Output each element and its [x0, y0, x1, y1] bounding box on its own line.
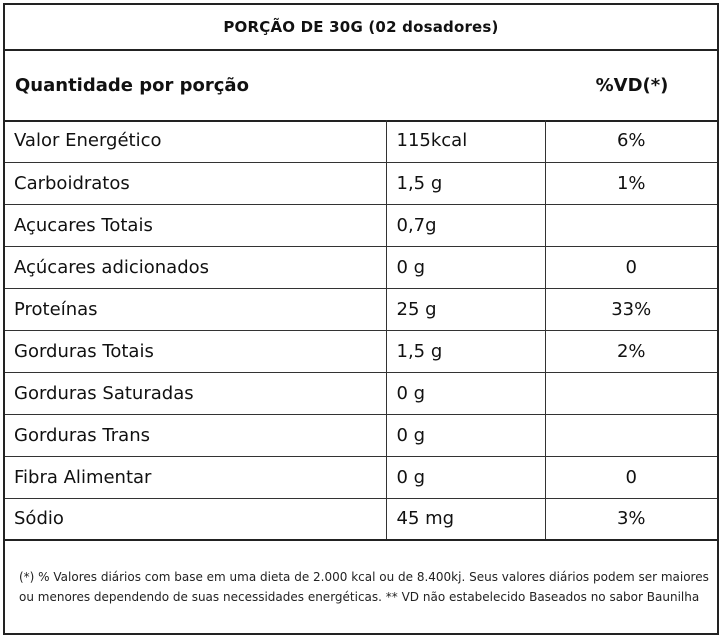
column-header-row: Quantidade por porção %VD(*)	[5, 51, 717, 122]
nutrient-daily-value: 0	[545, 456, 717, 499]
nutrition-facts-table: PORÇÃO DE 30G (02 dosadores) Quantidade …	[3, 3, 719, 635]
nutrient-name: Açúcares adicionados	[5, 246, 387, 289]
nutrient-name: Carboidratos	[5, 162, 387, 205]
daily-value-label: %VD(*)	[595, 75, 669, 96]
nutrient-amount: 0,7g	[386, 204, 546, 247]
table-row: Gorduras Totais 1,5 g 2%	[5, 330, 717, 373]
table-row: Carboidratos 1,5 g 1%	[5, 162, 717, 205]
nutrient-daily-value	[545, 372, 717, 415]
nutrient-name: Gorduras Trans	[5, 414, 387, 457]
nutrient-amount: 0 g	[386, 414, 546, 457]
nutrient-name: Gorduras Totais	[5, 330, 387, 373]
nutrient-name: Gorduras Saturadas	[5, 372, 387, 415]
nutrient-rows: Valor Energético 115kcal 6% Carboidratos…	[5, 120, 717, 541]
nutrient-name: Sódio	[5, 498, 387, 541]
nutrient-daily-value: 3%	[545, 498, 717, 541]
nutrient-amount: 115kcal	[386, 120, 546, 163]
nutrient-amount: 25 g	[386, 288, 546, 331]
quantity-per-serving-label: Quantidade por porção	[15, 75, 249, 96]
nutrient-amount: 1,5 g	[386, 330, 546, 373]
table-row: Fibra Alimentar 0 g 0	[5, 456, 717, 499]
serving-size-header: PORÇÃO DE 30G (02 dosadores)	[5, 5, 717, 51]
nutrient-amount: 45 mg	[386, 498, 546, 541]
table-row: Gorduras Saturadas 0 g	[5, 372, 717, 415]
nutrient-name: Fibra Alimentar	[5, 456, 387, 499]
nutrient-amount: 1,5 g	[386, 162, 546, 205]
nutrient-name: Proteínas	[5, 288, 387, 331]
nutrient-name: Valor Energético	[5, 120, 387, 163]
table-row: Açucares Totais 0,7g	[5, 204, 717, 247]
nutrient-daily-value: 33%	[545, 288, 717, 331]
footnote: (*) % Valores diários com base em uma di…	[19, 570, 709, 604]
nutrient-daily-value: 2%	[545, 330, 717, 373]
table-row: Proteínas 25 g 33%	[5, 288, 717, 331]
nutrient-daily-value	[545, 414, 717, 457]
nutrient-daily-value	[545, 204, 717, 247]
table-row: Valor Energético 115kcal 6%	[5, 120, 717, 163]
table-row: Sódio 45 mg 3%	[5, 498, 717, 541]
nutrient-daily-value: 0	[545, 246, 717, 289]
nutrient-daily-value: 6%	[545, 120, 717, 163]
nutrient-name: Açucares Totais	[5, 204, 387, 247]
table-row: Gorduras Trans 0 g	[5, 414, 717, 457]
nutrient-daily-value: 1%	[545, 162, 717, 205]
nutrient-amount: 0 g	[386, 456, 546, 499]
table-row: Açúcares adicionados 0 g 0	[5, 246, 717, 289]
nutrient-amount: 0 g	[386, 246, 546, 289]
nutrient-amount: 0 g	[386, 372, 546, 415]
